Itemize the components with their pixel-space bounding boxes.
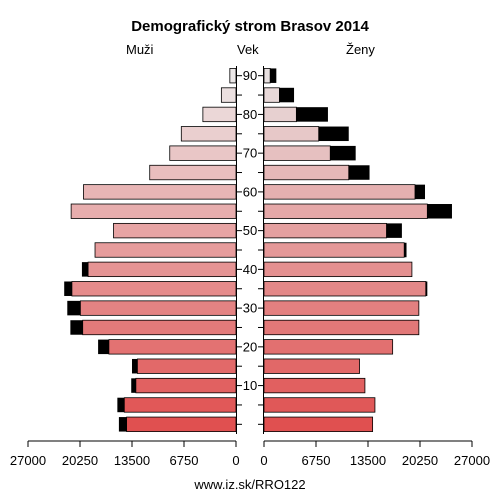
female-bar-85-89 — [263, 87, 280, 103]
female-bar-65-69 — [263, 164, 350, 181]
female-excess-35-39 — [425, 281, 428, 296]
female-bar-60-64 — [263, 184, 416, 200]
age-header: Vek — [237, 42, 259, 57]
age-label-80: 80 — [243, 107, 257, 122]
male-excess-25-29 — [70, 320, 83, 335]
x-tick-label-8: 20250 — [402, 453, 438, 468]
female-excess-85-89 — [279, 87, 295, 103]
female-bar-55-59 — [263, 203, 428, 219]
female-bar-40-44 — [263, 261, 413, 278]
female-excess-70-74 — [330, 145, 356, 161]
male-bar-35-39 — [71, 281, 237, 297]
male-excess-30-34 — [67, 300, 81, 316]
x-tick-label-1: 20250 — [62, 453, 98, 468]
female-excess-60-64 — [414, 184, 426, 200]
female-bar-15-19 — [263, 358, 360, 374]
age-label-20: 20 — [243, 339, 257, 354]
male-bar-85-89 — [220, 87, 237, 103]
male-bar-25-29 — [82, 319, 237, 336]
female-bar-50-54 — [263, 222, 387, 239]
female-bar-30-34 — [263, 300, 420, 316]
female-bar-75-79 — [263, 126, 320, 142]
male-bar-90+ — [229, 68, 237, 84]
age-label-70: 70 — [243, 146, 257, 161]
female-excess-65-69 — [348, 165, 370, 180]
age-label-10: 10 — [243, 378, 257, 393]
male-excess-40-44 — [81, 262, 89, 277]
x-tick-label-0: 27000 — [10, 453, 46, 468]
female-bar-25-29 — [263, 319, 420, 336]
male-bar-0-4 — [126, 416, 237, 432]
male-excess-5-9 — [117, 397, 125, 413]
male-bar-75-79 — [180, 126, 237, 142]
age-label-40: 40 — [243, 262, 257, 277]
male-bar-10-14 — [135, 377, 237, 394]
male-bar-20-24 — [108, 339, 237, 355]
male-excess-0-4 — [118, 417, 127, 432]
male-bar-80-84 — [202, 106, 237, 123]
female-excess-90+ — [270, 68, 277, 83]
x-tick-label-2: 13500 — [114, 453, 150, 468]
male-bar-60-64 — [83, 184, 237, 200]
male-bar-40-44 — [87, 261, 237, 278]
male-bar-50-54 — [113, 222, 237, 239]
footer-source: www.iz.sk/RRO122 — [194, 477, 306, 492]
female-bar-80-84 — [263, 106, 297, 123]
female-bar-45-49 — [263, 242, 405, 258]
female-excess-45-49 — [404, 242, 407, 258]
male-bar-70-74 — [169, 145, 237, 161]
male-bar-65-69 — [149, 164, 237, 181]
age-label-60: 60 — [243, 184, 257, 199]
female-bar-20-24 — [263, 339, 394, 355]
female-excess-50-54 — [386, 223, 402, 238]
male-bar-5-9 — [123, 397, 237, 413]
male-excess-10-14 — [131, 378, 136, 393]
female-bar-10-14 — [263, 377, 366, 394]
x-tick-label-6: 6750 — [302, 453, 331, 468]
male-excess-15-19 — [132, 358, 138, 374]
male-excess-20-24 — [98, 339, 109, 355]
male-bar-30-34 — [79, 300, 237, 316]
x-tick-label-7: 13500 — [350, 453, 386, 468]
female-excess-55-59 — [427, 204, 452, 219]
female-bar-90+ — [263, 68, 271, 84]
x-tick-label-5: 0 — [260, 453, 267, 468]
female-bar-35-39 — [263, 281, 427, 297]
chart-title: Demografický strom Brasov 2014 — [131, 18, 369, 35]
x-tick-label-4: 0 — [232, 453, 239, 468]
male-excess-35-39 — [64, 281, 72, 296]
males-header: Muži — [126, 42, 154, 57]
age-label-50: 50 — [243, 223, 257, 238]
age-label-30: 30 — [243, 301, 257, 316]
age-label-90: 90 — [243, 68, 257, 83]
females-header: Ženy — [346, 42, 375, 57]
female-excess-75-79 — [318, 126, 349, 142]
female-excess-80-84 — [296, 107, 328, 122]
x-tick-label-9: 27000 — [454, 453, 490, 468]
male-bar-45-49 — [94, 242, 237, 258]
female-bar-0-4 — [263, 416, 374, 432]
x-tick-label-3: 6750 — [170, 453, 199, 468]
male-bar-15-19 — [136, 358, 237, 374]
female-bar-70-74 — [263, 145, 331, 161]
male-bar-55-59 — [70, 203, 237, 219]
female-bar-5-9 — [263, 397, 376, 413]
